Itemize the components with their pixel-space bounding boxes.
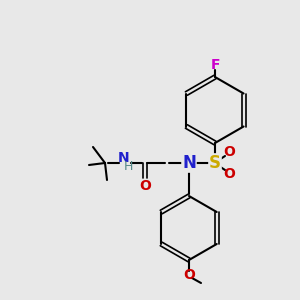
Text: N: N (118, 151, 130, 165)
Text: O: O (223, 145, 235, 159)
Text: O: O (183, 268, 195, 282)
Text: O: O (223, 167, 235, 181)
Text: S: S (209, 154, 221, 172)
Text: N: N (182, 154, 196, 172)
Text: H: H (123, 160, 133, 173)
Text: F: F (211, 58, 221, 72)
Text: O: O (139, 179, 151, 193)
